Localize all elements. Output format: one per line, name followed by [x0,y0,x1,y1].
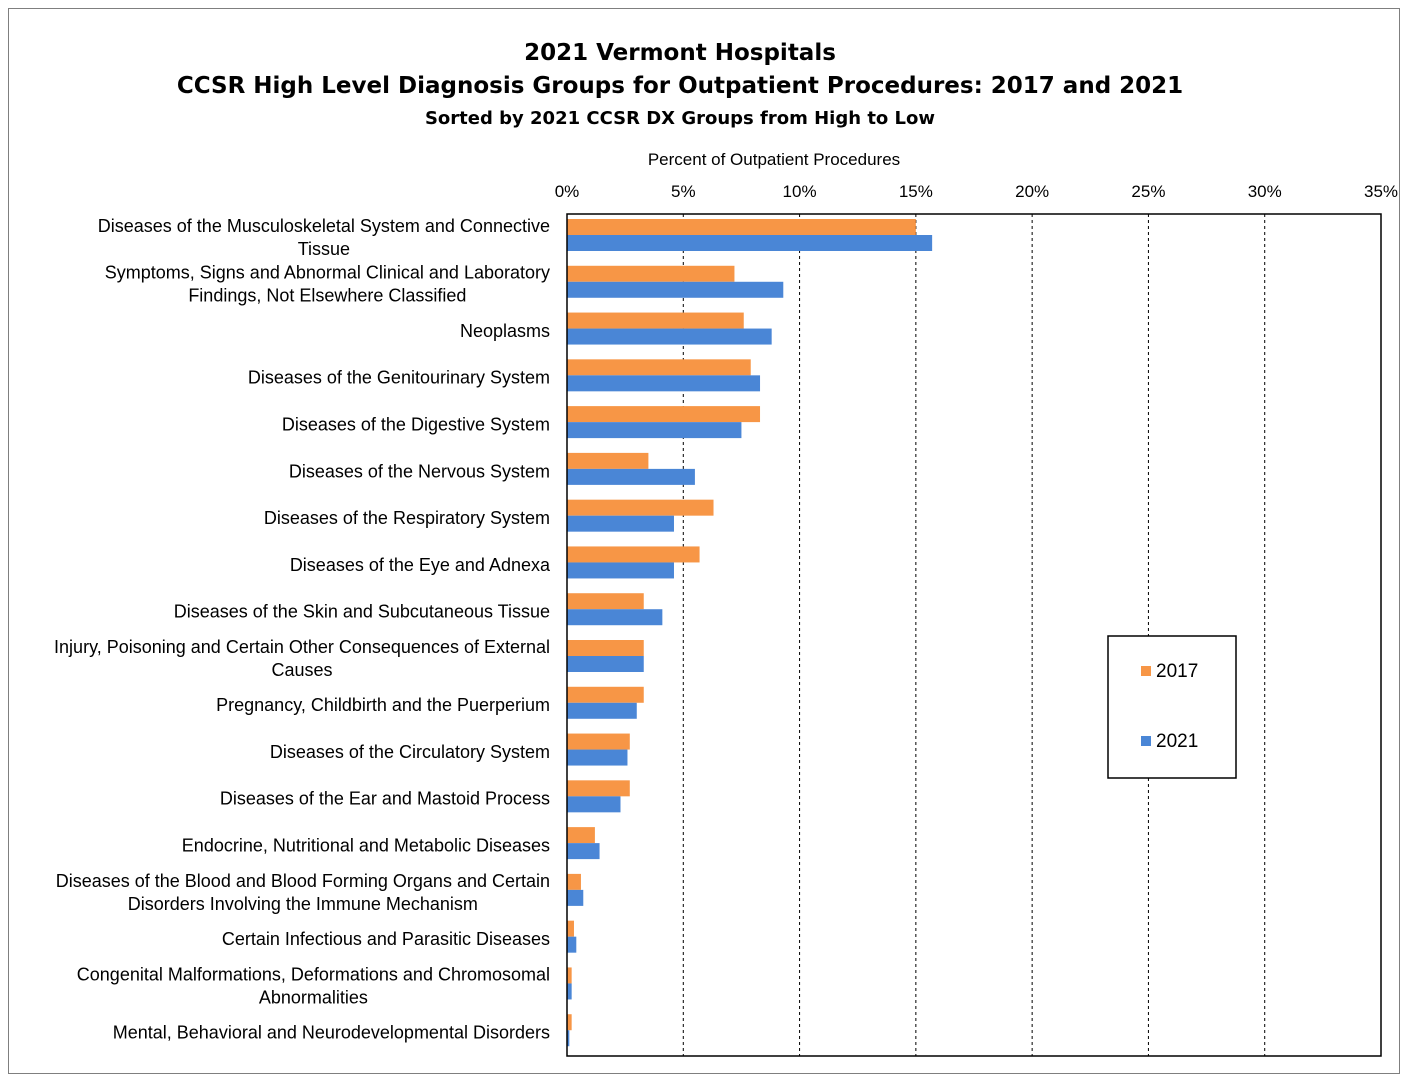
category-label: Certain Infectious and Parasitic Disease… [222,929,550,949]
legend-label: 2021 [1156,731,1198,752]
x-tick-label: 35% [1364,182,1398,201]
category-label: Findings, Not Elsewhere Classified [188,286,466,306]
category-label: Diseases of the Circulatory System [270,742,550,762]
category-label: Diseases of the Blood and Blood Forming … [56,871,550,891]
bar-2017 [567,499,714,516]
category-label: Endocrine, Nutritional and Metabolic Dis… [182,836,550,856]
bar-2017 [567,359,751,376]
bar-2021 [567,328,772,345]
bar-2021 [567,796,621,813]
x-tick-label: 30% [1248,182,1282,201]
category-label: Congenital Malformations, Deformations a… [77,964,550,984]
category-label: Diseases of the Ear and Mastoid Process [220,789,550,809]
bar-2021 [567,562,674,579]
legend-swatch [1141,666,1151,676]
category-label: Pregnancy, Childbirth and the Puerperium [216,695,550,715]
category-label: Diseases of the Eye and Adnexa [290,555,551,575]
x-axis-label: Percent of Outpatient Procedures [647,150,901,169]
bar-2017 [567,780,630,797]
bar-2021 [567,609,663,626]
category-label: Neoplasms [460,321,550,341]
category-label: Diseases of the Genitourinary System [248,368,550,388]
x-tick-label: 0% [555,182,580,201]
bar-2017 [567,452,649,469]
bar-2017 [567,265,735,282]
legend-label: 2017 [1156,661,1198,682]
x-tick-label: 15% [899,182,933,201]
category-label: Symptoms, Signs and Abnormal Clinical an… [105,263,550,283]
category-label: Diseases of the Nervous System [289,461,550,481]
legend-box [1107,635,1237,779]
bar-2021 [567,468,695,485]
bar-2021 [567,281,784,298]
category-label: Diseases of the Respiratory System [264,508,550,528]
bar-2017 [567,827,595,844]
bar-2017 [567,219,916,235]
bar-2017 [567,546,700,563]
bar-2021 [567,656,644,672]
bar-2017 [567,873,581,890]
bar-2021 [567,983,572,1000]
bar-2021 [567,422,742,439]
bar-2017 [567,686,644,703]
x-tick-label: 10% [783,182,817,201]
bar-2017 [567,920,574,937]
plot-area [566,213,1382,1057]
category-label: Injury, Poisoning and Certain Other Cons… [54,637,550,657]
chart-subtitle-sort: Sorted by 2021 CCSR DX Groups from High … [424,108,936,129]
bar-2017 [567,640,644,656]
category-label: Tissue [298,239,350,259]
x-tick-label: 25% [1131,182,1165,201]
bar-2021 [567,1030,570,1047]
bar-2021 [567,515,674,532]
category-label: Diseases of the Digestive System [282,415,550,435]
bar-2021 [567,936,577,953]
bar-2017 [567,312,744,329]
bar-2021 [567,375,761,392]
category-label: Mental, Behavioral and Neurodevelopmenta… [113,1023,550,1043]
bar-2017 [567,406,761,423]
category-label: Diseases of the Skin and Subcutaneous Ti… [174,602,550,622]
legend-swatch [1141,736,1151,746]
bar-2017 [567,593,644,610]
bar-2021 [567,889,584,906]
chart-title: 2021 Vermont Hospitals [524,40,836,66]
bar-2021 [567,235,933,251]
x-tick-label: 5% [671,182,696,201]
bar-2017 [567,967,572,984]
bar-2021 [567,749,628,766]
chart-subtitle: CCSR High Level Diagnosis Groups for Out… [176,73,1184,99]
category-label: Abnormalities [259,987,368,1007]
category-label: Diseases of the Musculoskeletal System a… [98,216,550,236]
bar-2017 [567,1014,572,1031]
category-label: Causes [272,660,333,680]
category-label: Disorders Involving the Immune Mechanism [128,894,478,914]
x-tick-label: 20% [1015,182,1049,201]
chart-frame [8,8,1400,1074]
bar-2021 [567,843,600,860]
bar-2021 [567,702,637,719]
bar-2017 [567,733,630,750]
